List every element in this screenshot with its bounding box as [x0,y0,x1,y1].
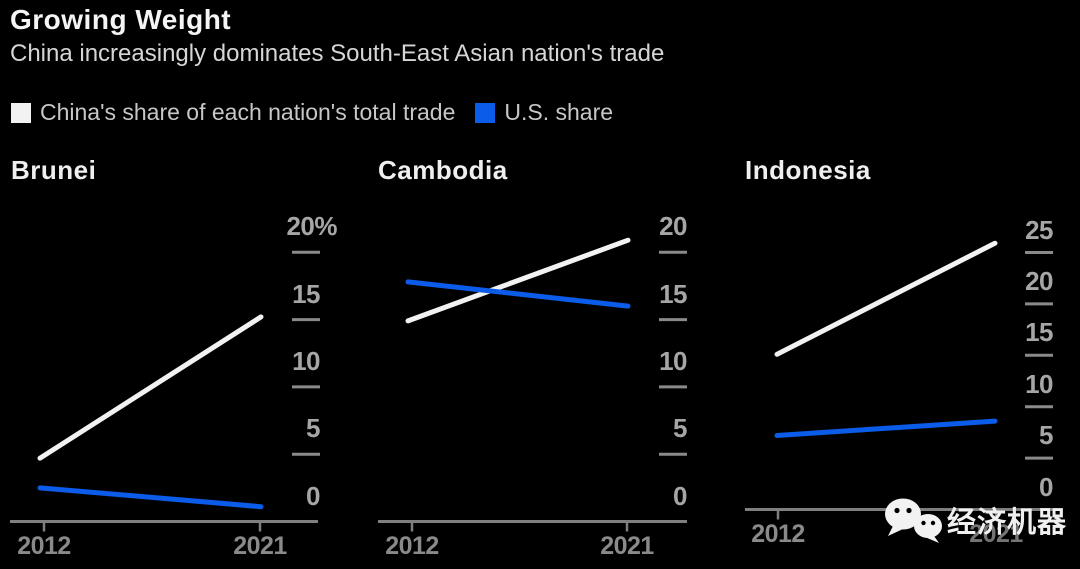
china-share-line [774,240,998,357]
y-tick-label: 5 [1039,420,1053,451]
y-tick-label: 5 [673,413,687,444]
y-tick-label: 0 [673,480,687,511]
y-tick-label: 5 [306,413,320,444]
y-tick-label: 15 [292,278,320,309]
legend: China's share of each nation's total tra… [11,99,613,126]
china-share-line [405,237,631,324]
chart-title: Growing Weight [10,4,232,35]
china-swatch-icon [11,102,31,123]
y-tick-label: 0 [306,480,320,511]
y-tick-label: 15 [659,278,687,309]
y-tick-label: 20 [1025,265,1053,296]
x-tick-label: 2012 [751,520,805,548]
china-share-line [37,314,264,461]
y-tick-label: 15 [1025,317,1053,348]
us-share-line [405,279,631,309]
legend-label-china: China's share of each nation's total tra… [40,99,456,125]
y-tick-label: 10 [1025,368,1053,399]
x-tick-label: 2021 [600,532,654,560]
y-tick-label: 10 [659,345,687,376]
y-tick-label: 20 [659,211,687,242]
y-tick-label: 10 [292,345,320,376]
panel-title-indonesia: Indonesia [745,155,871,185]
x-tick-label: 2021 [969,520,1023,548]
chart-subtitle: China increasingly dominates South-East … [10,40,665,67]
x-tick-label: 2012 [385,532,439,560]
watermark-text: 经济机器 [947,505,1068,539]
wechat-icon [885,498,942,543]
x-tick-label: 2021 [233,532,287,560]
panel-title-cambodia: Cambodia [378,155,508,185]
y-tick-label: 20% [286,211,337,242]
legend-label-us: U.S. share [504,99,614,125]
us-swatch-icon [475,102,496,123]
y-tick-label: 25 [1025,214,1053,245]
watermark: 经济机器 [881,496,1067,544]
legend-item-china: China's share of each nation's total tra… [11,99,455,126]
legend-item-us: U.S. share [475,99,613,126]
us-share-line [774,418,998,438]
y-tick-label: 0 [1039,471,1053,502]
panel-title-brunei: Brunei [11,155,97,185]
x-tick-label: 2012 [17,532,71,560]
us-share-line [37,485,264,510]
